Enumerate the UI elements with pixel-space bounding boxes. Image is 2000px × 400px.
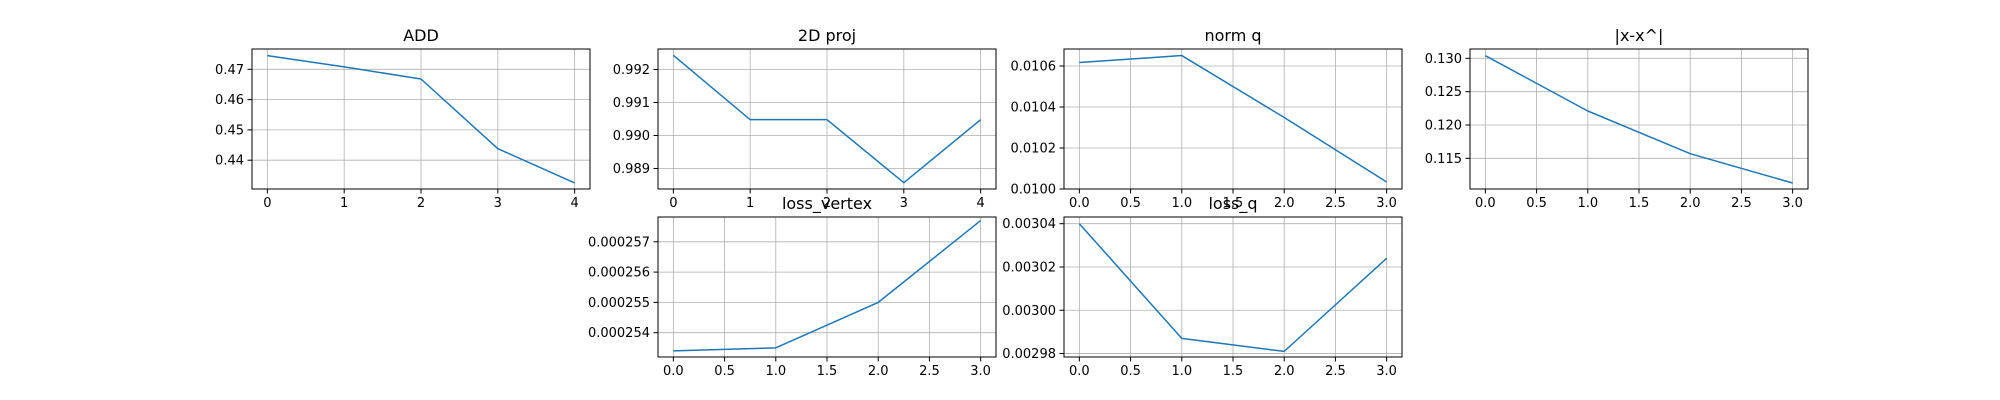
x-tick-label: 1.5 [1223, 364, 1244, 379]
y-tick-label: 0.47 [215, 63, 244, 78]
x-tick-label: 1.0 [1171, 196, 1192, 211]
x-tick-label: 1.5 [1223, 196, 1244, 211]
x-tick-label: 2.0 [1274, 364, 1295, 379]
x-tick-label: 2.5 [1325, 196, 1346, 211]
x-tick-label: 0.5 [1120, 364, 1141, 379]
subplot-4: 0.0 0.5 1.0 1.5 2.0 2.5 3.0 0.000254 0.000255 0.0… [588, 194, 997, 379]
chart-title: loss_vertex [782, 194, 872, 214]
x-tick-label: 3.0 [1782, 196, 1803, 211]
series-line [672, 54, 982, 184]
x-tick-label: 1.0 [1171, 364, 1192, 379]
x-tick-label: 1 [746, 196, 754, 211]
x-tick-label: 1 [340, 196, 348, 211]
x-tick-label: 4 [570, 196, 578, 211]
y-tick-label: 0.0106 [1011, 60, 1057, 75]
x-tick-label: 0.0 [1475, 196, 1496, 211]
y-tick-label: 0.0100 [1011, 183, 1057, 198]
y-tick-label: 0.0104 [1011, 101, 1057, 116]
x-tick-label: 1.5 [817, 364, 838, 379]
y-tick-label: 0.130 [1425, 52, 1462, 67]
x-tick-label: 3.0 [970, 364, 991, 379]
x-tick-label: 0.5 [714, 364, 735, 379]
y-tick-label: 0.00298 [1002, 347, 1056, 362]
x-tick-label: 3.0 [1376, 364, 1397, 379]
subplot-0: 0 1 2 3 4 0.44 0.45 0.46 0.47 ADD [215, 26, 591, 211]
chart-title: norm q [1204, 26, 1261, 45]
y-tick-label: 0.00302 [1002, 260, 1056, 275]
y-tick-label: 0.120 [1425, 119, 1462, 134]
x-tick-label: 1.0 [1577, 196, 1598, 211]
x-tick-label: 2.0 [1274, 196, 1295, 211]
subplot-1: 0 1 2 3 4 0.989 0.990 0.991 0.992 2D proj [613, 26, 997, 211]
subplot-3: 0.0 0.5 1.0 1.5 2.0 2.5 3.0 0.115 0.120 0.125 0.13… [1425, 26, 1809, 211]
chart-title: loss_q [1208, 194, 1257, 214]
x-tick-label: 0.5 [1526, 196, 1547, 211]
y-tick-label: 0.125 [1425, 85, 1462, 100]
y-tick-label: 0.000255 [588, 296, 650, 311]
x-tick-label: 3.0 [1376, 196, 1397, 211]
y-tick-label: 0.115 [1425, 152, 1462, 167]
x-tick-label: 2.0 [868, 364, 889, 379]
x-tick-label: 0.5 [1120, 196, 1141, 211]
x-tick-label: 2.5 [919, 364, 940, 379]
subplot-5: 0.0 0.5 1.0 1.5 2.0 2.5 3.0 0.00298 0.00300 0.003… [1002, 194, 1403, 379]
x-tick-label: 0.0 [1069, 364, 1090, 379]
series-line [673, 219, 982, 352]
x-tick-label: 2.5 [1731, 196, 1752, 211]
x-tick-label: 1.0 [765, 364, 786, 379]
x-tick-label: 0.0 [1069, 196, 1090, 211]
chart-title: ADD [403, 26, 439, 45]
x-tick-label: 3 [494, 196, 502, 211]
y-tick-label: 0.00300 [1002, 304, 1056, 319]
x-tick-label: 0 [263, 196, 271, 211]
x-tick-label: 0 [669, 196, 677, 211]
y-tick-label: 0.000254 [588, 326, 650, 341]
y-tick-label: 0.45 [215, 123, 244, 138]
x-tick-label: 4 [976, 196, 984, 211]
chart-title: |x-x^| [1615, 26, 1664, 45]
y-tick-label: 0.0102 [1011, 142, 1057, 157]
y-tick-label: 0.000257 [588, 235, 650, 250]
y-tick-label: 0.990 [613, 129, 650, 144]
y-tick-label: 0.992 [613, 63, 650, 78]
y-tick-label: 0.991 [613, 96, 650, 111]
x-tick-label: 2.0 [1680, 196, 1701, 211]
x-tick-label: 2 [417, 196, 425, 211]
x-tick-label: 2 [823, 196, 831, 211]
series-line [1485, 55, 1793, 184]
series-line [267, 54, 575, 184]
series-line [1079, 54, 1388, 183]
subplot-2: 0.0 0.5 1.0 1.5 2.0 2.5 3.0 0.0100 0.0102 0.0104 0… [1011, 26, 1403, 211]
x-tick-label: 2.5 [1325, 364, 1346, 379]
y-tick-label: 0.46 [215, 93, 244, 108]
y-tick-label: 0.00304 [1002, 217, 1056, 232]
x-tick-label: 1.5 [1629, 196, 1650, 211]
y-tick-label: 0.44 [215, 154, 244, 169]
x-tick-label: 0.0 [663, 364, 684, 379]
y-tick-label: 0.989 [613, 162, 650, 177]
chart-title: 2D proj [798, 26, 856, 45]
y-tick-label: 0.000256 [588, 266, 650, 281]
series-line [1078, 223, 1388, 353]
x-tick-label: 3 [900, 196, 908, 211]
